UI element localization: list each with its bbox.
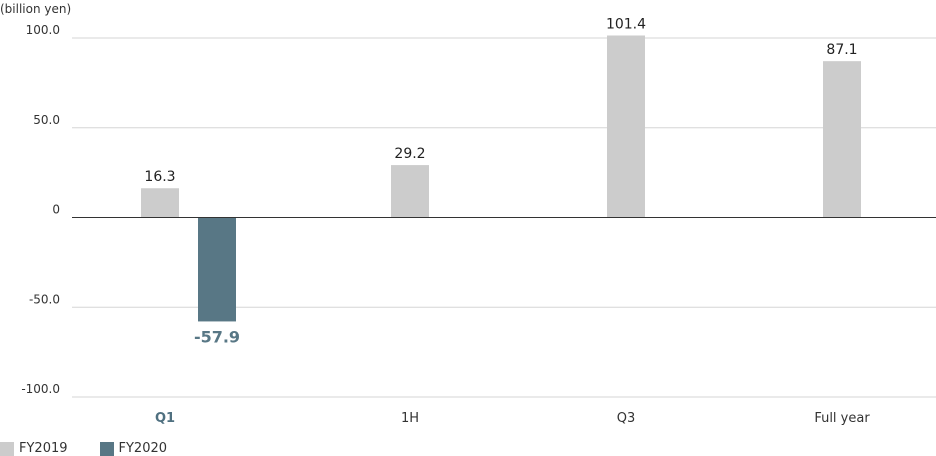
data-label: -57.9	[194, 327, 240, 346]
data-labels: 16.3 -57.9 29.2 101.4 87.1	[144, 16, 857, 346]
bar-fy2019-q3	[607, 35, 645, 218]
y-tick-label: 50.0	[33, 113, 60, 127]
category-label: Q3	[617, 411, 636, 426]
data-label: 29.2	[394, 146, 425, 162]
data-label: 101.4	[606, 16, 646, 32]
data-label: 16.3	[144, 169, 175, 185]
bar-fy2020-q1	[198, 217, 236, 322]
legend: FY2019 FY2020	[0, 441, 199, 456]
category-label: 1H	[401, 411, 419, 426]
y-unit-label: (billion yen)	[0, 2, 71, 16]
legend-item-fy2019: FY2019	[0, 441, 68, 456]
y-tick-labels: 100.0 50.0 0 -50.0 -100.0	[21, 23, 60, 396]
category-labels: Q1 1H Q3 Full year	[155, 411, 870, 426]
category-label: Full year	[814, 411, 870, 426]
legend-label-fy2020: FY2020	[118, 441, 168, 456]
bar-fy2019-q1	[141, 188, 179, 218]
data-label: 87.1	[826, 42, 857, 58]
bar-fy2019-full-year	[823, 61, 861, 218]
bars	[141, 35, 861, 322]
bar-fy2019-1h	[391, 165, 429, 218]
legend-label-fy2019: FY2019	[19, 441, 68, 456]
legend-swatch-fy2020	[99, 441, 114, 456]
legend-swatch-fy2019	[0, 441, 14, 456]
category-label: Q1	[155, 411, 175, 426]
y-tick-label: -100.0	[21, 382, 60, 396]
bar-chart: (billion yen) 100.0 50.0 0 -50.0 -100.0 16.3…	[0, 2, 936, 426]
legend-item-fy2020: FY2020	[99, 441, 168, 456]
y-tick-label: -50.0	[29, 292, 60, 306]
y-tick-label: 0	[52, 203, 60, 217]
y-tick-label: 100.0	[26, 23, 60, 37]
